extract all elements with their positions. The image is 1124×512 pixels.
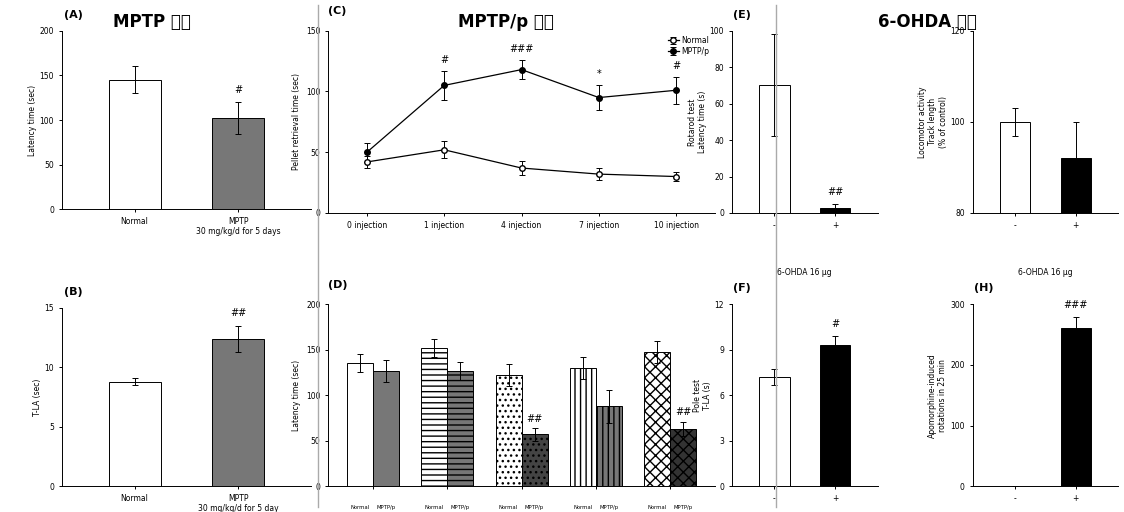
Text: MPTP/p: MPTP/p: [451, 505, 470, 509]
Bar: [1061, 328, 1091, 486]
Bar: [373, 371, 399, 486]
Bar: [212, 338, 264, 486]
Text: *: *: [597, 69, 601, 79]
Text: (A): (A): [64, 10, 83, 20]
Y-axis label: Pole test
T-LA (s): Pole test T-LA (s): [692, 379, 711, 412]
Y-axis label: Latency time (sec): Latency time (sec): [291, 360, 300, 431]
Text: 6-OHDA 모델: 6-OHDA 모델: [878, 13, 977, 31]
Bar: [759, 377, 789, 486]
Text: 6-OHDA 16 μg: 6-OHDA 16 μg: [778, 268, 832, 276]
Text: (D): (D): [328, 280, 347, 290]
Bar: [522, 435, 547, 486]
Text: MPTP/p: MPTP/p: [673, 505, 692, 509]
Bar: [109, 80, 161, 209]
Bar: [644, 352, 670, 486]
Text: 6-OHDA 16 μg: 6-OHDA 16 μg: [1018, 268, 1072, 276]
Y-axis label: Rotarod test
Latency time (s): Rotarod test Latency time (s): [688, 91, 707, 153]
Bar: [596, 406, 622, 486]
Text: MPTP 모델: MPTP 모델: [112, 13, 191, 31]
Text: (B): (B): [64, 287, 82, 297]
Bar: [347, 364, 373, 486]
Bar: [1000, 122, 1031, 512]
Text: ##: ##: [676, 407, 691, 417]
Text: ###: ###: [1063, 300, 1088, 310]
Text: Normal: Normal: [351, 505, 370, 509]
Text: #: #: [441, 55, 448, 65]
Text: MPTP/p 모델: MPTP/p 모델: [457, 13, 554, 31]
Text: (C): (C): [328, 6, 346, 16]
Bar: [212, 118, 264, 209]
Y-axis label: Latency time (sec): Latency time (sec): [28, 84, 37, 156]
Legend: Normal, MPTP/p: Normal, MPTP/p: [667, 34, 711, 57]
Text: Normal: Normal: [425, 505, 444, 509]
Bar: [821, 345, 851, 486]
Bar: [447, 371, 473, 486]
Text: Normal: Normal: [499, 505, 518, 509]
Text: (H): (H): [973, 283, 994, 293]
Text: ###: ###: [509, 44, 534, 54]
Text: MPTP/p: MPTP/p: [599, 505, 618, 509]
Text: ##: ##: [230, 308, 246, 318]
Text: Normal: Normal: [647, 505, 667, 509]
Text: #: #: [831, 319, 840, 329]
Y-axis label: Apomorphine-induced
rotations in 25 min: Apomorphine-induced rotations in 25 min: [928, 353, 948, 438]
Y-axis label: Locomotor activity
Track length
(% of control): Locomotor activity Track length (% of co…: [918, 86, 948, 158]
Bar: [1061, 158, 1091, 512]
Text: ##: ##: [526, 414, 543, 423]
Text: MPTP/p: MPTP/p: [525, 505, 544, 509]
Y-axis label: T-LA (sec): T-LA (sec): [33, 378, 42, 416]
Bar: [109, 381, 161, 486]
Bar: [496, 375, 522, 486]
Bar: [670, 429, 696, 486]
Text: (E): (E): [733, 10, 751, 20]
Y-axis label: Pellet retrieval time (sec): Pellet retrieval time (sec): [291, 73, 300, 170]
Text: (F): (F): [733, 283, 751, 293]
Bar: [422, 348, 447, 486]
Bar: [821, 207, 851, 213]
Text: ##: ##: [827, 186, 843, 197]
Bar: [759, 86, 789, 213]
Text: MPTP/p: MPTP/p: [377, 505, 396, 509]
Text: #: #: [672, 61, 680, 71]
Text: Normal: Normal: [573, 505, 592, 509]
Text: #: #: [235, 85, 243, 95]
Bar: [570, 368, 596, 486]
